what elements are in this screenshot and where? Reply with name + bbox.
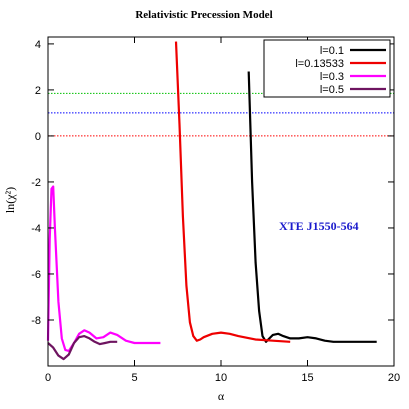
chart-title: Relativistic Precession Model — [135, 9, 272, 21]
x-tick-label: 20 — [388, 372, 400, 384]
y-tick-label: -8 — [31, 315, 41, 327]
x-tick-label: 15 — [301, 372, 313, 384]
legend-label: l=0.3 — [320, 71, 344, 83]
legend-label: l=0.5 — [320, 84, 344, 96]
y-tick-label: 0 — [35, 131, 41, 143]
x-axis-label: α — [218, 389, 225, 403]
x-tick-label: 5 — [131, 372, 137, 384]
series-line-4 — [47, 335, 118, 361]
y-tick-label: -6 — [31, 269, 41, 281]
series-line-3 — [46, 185, 161, 353]
legend-label: l=0.1 — [320, 45, 344, 57]
series-layer — [46, 41, 377, 361]
y-axis-label: ln(χ²) — [3, 187, 17, 213]
series-line-1 — [247, 71, 377, 343]
series-line-2 — [174, 41, 291, 343]
x-tick-label: 0 — [45, 372, 51, 384]
y-tick-label: 2 — [35, 85, 41, 97]
x-axis: 0 5 10 15 20 — [45, 37, 400, 384]
y-tick-label: 4 — [35, 39, 41, 51]
legend-label: l=0.13533 — [295, 58, 344, 70]
y-axis: 4 2 0 -2 -4 -6 -8 — [31, 39, 394, 327]
y-tick-label: -2 — [31, 177, 41, 189]
annotation-label: XTE J1550-564 — [279, 219, 359, 233]
reference-lines — [48, 92, 394, 137]
y-tick-label: -4 — [31, 223, 41, 235]
x-tick-label: 10 — [215, 372, 227, 384]
